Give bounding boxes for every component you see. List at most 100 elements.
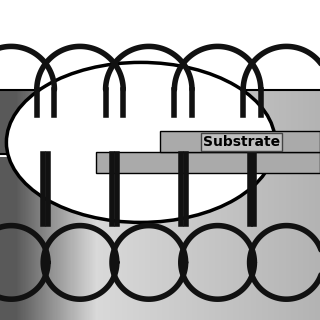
- Bar: [60, 157, 61, 320]
- Bar: [259, 90, 260, 154]
- Bar: [175, 90, 176, 154]
- Bar: [51, 90, 52, 154]
- Bar: [99, 90, 100, 154]
- Bar: [297, 157, 298, 320]
- Bar: [70, 157, 71, 320]
- Bar: [49, 90, 50, 154]
- Bar: [36, 157, 37, 320]
- Bar: [50, 90, 51, 154]
- Bar: [46, 157, 47, 320]
- Bar: [61, 157, 62, 320]
- Bar: [179, 157, 180, 320]
- Bar: [79, 157, 80, 320]
- Bar: [215, 157, 217, 320]
- Bar: [22, 90, 23, 154]
- Bar: [66, 90, 67, 154]
- Bar: [138, 90, 139, 154]
- Bar: [144, 90, 145, 154]
- Bar: [160, 90, 161, 154]
- Bar: [301, 90, 302, 154]
- Bar: [96, 90, 97, 154]
- Bar: [228, 157, 229, 320]
- Bar: [189, 157, 190, 320]
- Bar: [133, 90, 134, 154]
- Bar: [170, 157, 171, 320]
- Bar: [59, 90, 60, 154]
- Bar: [147, 90, 148, 154]
- Bar: [116, 157, 117, 320]
- Bar: [68, 157, 69, 320]
- Bar: [247, 157, 249, 320]
- Bar: [9, 90, 10, 154]
- Bar: [299, 157, 300, 320]
- Bar: [253, 90, 254, 154]
- Bar: [105, 90, 106, 154]
- Bar: [181, 90, 182, 154]
- Bar: [14, 157, 15, 320]
- Bar: [155, 157, 156, 320]
- Bar: [91, 157, 92, 320]
- Bar: [255, 157, 256, 320]
- Bar: [93, 90, 94, 154]
- Bar: [94, 157, 95, 320]
- Bar: [266, 90, 267, 154]
- Bar: [316, 157, 317, 320]
- Bar: [288, 157, 289, 320]
- Bar: [43, 90, 44, 154]
- Bar: [166, 157, 167, 320]
- Bar: [279, 157, 281, 320]
- Bar: [196, 157, 197, 320]
- Bar: [298, 90, 299, 154]
- Bar: [149, 90, 150, 154]
- Bar: [250, 90, 251, 154]
- Bar: [112, 90, 113, 154]
- Bar: [308, 90, 309, 154]
- Bar: [257, 90, 258, 154]
- Bar: [161, 90, 162, 154]
- Bar: [23, 90, 25, 154]
- Bar: [139, 157, 140, 320]
- Bar: [313, 90, 314, 154]
- Bar: [202, 90, 203, 154]
- Bar: [87, 90, 89, 154]
- Bar: [195, 157, 196, 320]
- Bar: [211, 90, 212, 154]
- Bar: [131, 90, 132, 154]
- Bar: [290, 157, 291, 320]
- Bar: [317, 90, 318, 154]
- Bar: [182, 90, 183, 154]
- Bar: [137, 90, 138, 154]
- Bar: [78, 157, 79, 320]
- Bar: [202, 157, 203, 320]
- Bar: [255, 90, 256, 154]
- Bar: [38, 157, 39, 320]
- Bar: [18, 157, 19, 320]
- Bar: [189, 90, 190, 154]
- Bar: [154, 157, 155, 320]
- Bar: [269, 157, 270, 320]
- Bar: [12, 157, 13, 320]
- Bar: [290, 90, 291, 154]
- Bar: [318, 90, 319, 154]
- Bar: [258, 157, 259, 320]
- Bar: [145, 90, 146, 154]
- Bar: [114, 90, 115, 154]
- Bar: [116, 90, 117, 154]
- Bar: [44, 90, 45, 154]
- Bar: [228, 90, 229, 154]
- Bar: [285, 157, 286, 320]
- Bar: [246, 157, 247, 320]
- Bar: [169, 157, 170, 320]
- Bar: [260, 157, 261, 320]
- Bar: [55, 90, 57, 154]
- Bar: [5, 157, 6, 320]
- Bar: [307, 90, 308, 154]
- Bar: [239, 90, 240, 154]
- Bar: [268, 90, 269, 154]
- Bar: [9, 157, 10, 320]
- Bar: [302, 157, 303, 320]
- Bar: [44, 157, 45, 320]
- Bar: [288, 90, 289, 154]
- Bar: [289, 90, 290, 154]
- Bar: [256, 157, 257, 320]
